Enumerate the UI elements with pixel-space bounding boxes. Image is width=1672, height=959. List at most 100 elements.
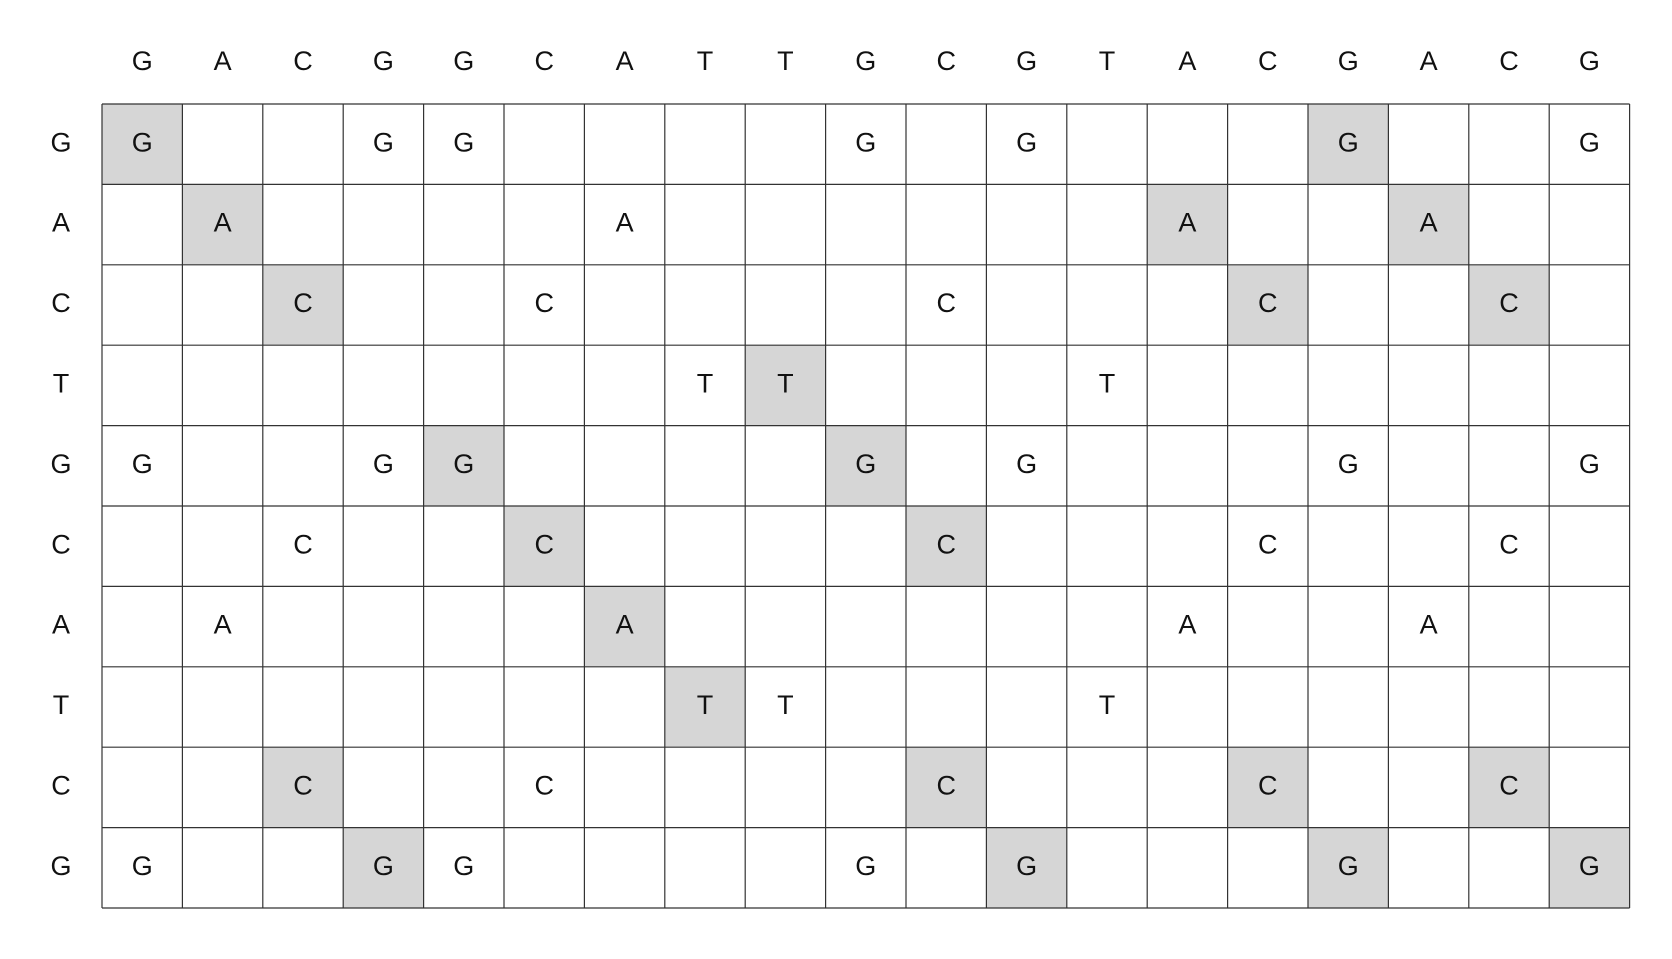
cell-letter: A [616, 610, 634, 640]
highlight-cell [1468, 747, 1550, 828]
cell-letter: A [1420, 610, 1438, 640]
highlight-cell [1227, 747, 1308, 828]
column-header: G [1338, 46, 1359, 76]
column-header: G [1579, 46, 1600, 76]
cell-letter: C [936, 529, 956, 559]
highlight-cell [1227, 264, 1308, 346]
cell-letter: T [1099, 369, 1116, 399]
cell-letter: G [453, 127, 474, 157]
highlight-cell [584, 586, 665, 667]
column-header: A [214, 46, 232, 76]
cell-letter: G [1338, 851, 1359, 881]
cell-letter: C [534, 529, 554, 559]
cell-letter: G [1338, 127, 1359, 157]
column-header: C [293, 46, 313, 76]
column-header: C [1499, 46, 1519, 76]
cell-letter: G [1579, 127, 1600, 157]
cell-letter: C [1258, 529, 1278, 559]
cell-letter: C [293, 771, 313, 801]
cell-letter: C [1499, 288, 1519, 318]
cell-letter: A [214, 610, 232, 640]
cell-letter: C [293, 529, 313, 559]
cell-letter: A [1178, 208, 1196, 238]
highlight-cell [1308, 827, 1389, 908]
highlight-cell [664, 666, 746, 748]
column-header: G [132, 46, 153, 76]
column-header: A [1420, 46, 1438, 76]
highlight-cell [906, 747, 987, 828]
cell-letter: G [373, 449, 394, 479]
cell-letter: C [534, 771, 554, 801]
row-header: A [52, 610, 70, 640]
row-header: C [51, 288, 71, 318]
cell-letter: G [855, 851, 876, 881]
highlight-cell [102, 104, 183, 185]
cell-letter: G [1016, 127, 1037, 157]
highlight-cell [182, 184, 263, 265]
column-header: C [1258, 46, 1278, 76]
row-header: T [53, 690, 70, 720]
cell-letter: G [1579, 851, 1600, 881]
cell-letter: A [1178, 610, 1196, 640]
cell-letter: G [132, 851, 153, 881]
cell-letter: C [936, 771, 956, 801]
cell-letter: G [1579, 449, 1600, 479]
row-header: G [50, 127, 71, 157]
column-header: C [534, 46, 554, 76]
highlight-cell [906, 506, 987, 587]
cell-letter: G [1338, 449, 1359, 479]
highlight-cell [262, 747, 344, 828]
cell-letter: G [373, 851, 394, 881]
highlight-cell [745, 345, 826, 426]
highlight-cell [825, 425, 906, 506]
cell-letter: A [616, 208, 634, 238]
highlight-cell [1549, 827, 1630, 908]
cell-letter: G [1016, 851, 1037, 881]
column-header: A [616, 46, 634, 76]
row-header: T [53, 369, 70, 399]
cell-letter: T [1099, 690, 1116, 720]
cell-letter: A [1420, 208, 1438, 238]
column-header: G [373, 46, 394, 76]
row-header: G [50, 449, 71, 479]
column-header: T [1099, 46, 1116, 76]
row-header: A [52, 208, 70, 238]
cell-letter: G [453, 851, 474, 881]
cell-letter: C [1258, 288, 1278, 318]
cell-letter: C [534, 288, 554, 318]
cell-letter: G [132, 449, 153, 479]
cell-letter: A [214, 208, 232, 238]
cell-letter: C [1499, 529, 1519, 559]
cell-letter: T [697, 690, 714, 720]
highlight-cell [1147, 184, 1228, 265]
cell-letter: G [1016, 449, 1037, 479]
cell-letter: G [855, 127, 876, 157]
column-header: G [855, 46, 876, 76]
cell-letter: C [293, 288, 313, 318]
cell-letter: G [453, 449, 474, 479]
highlight-cell [1388, 184, 1469, 265]
row-header: C [51, 771, 71, 801]
column-header: T [777, 46, 794, 76]
cell-letter: C [1499, 771, 1519, 801]
column-header: T [697, 46, 714, 76]
column-header: G [1016, 46, 1037, 76]
cell-letter: C [936, 288, 956, 318]
highlight-cell [343, 827, 424, 908]
highlight-cell [1308, 104, 1389, 185]
row-header: G [50, 851, 71, 881]
cell-letter: T [777, 690, 794, 720]
column-header: A [1178, 46, 1196, 76]
highlight-cell [986, 827, 1067, 908]
column-header: G [453, 46, 474, 76]
cell-letter: T [777, 369, 794, 399]
cell-letter: T [697, 369, 714, 399]
row-header: C [51, 529, 71, 559]
cell-letter: G [373, 127, 394, 157]
cell-letter: G [855, 449, 876, 479]
highlight-cell [1468, 264, 1550, 346]
cell-letter: G [132, 127, 153, 157]
highlight-cell [423, 425, 504, 506]
highlight-cell [504, 506, 585, 587]
